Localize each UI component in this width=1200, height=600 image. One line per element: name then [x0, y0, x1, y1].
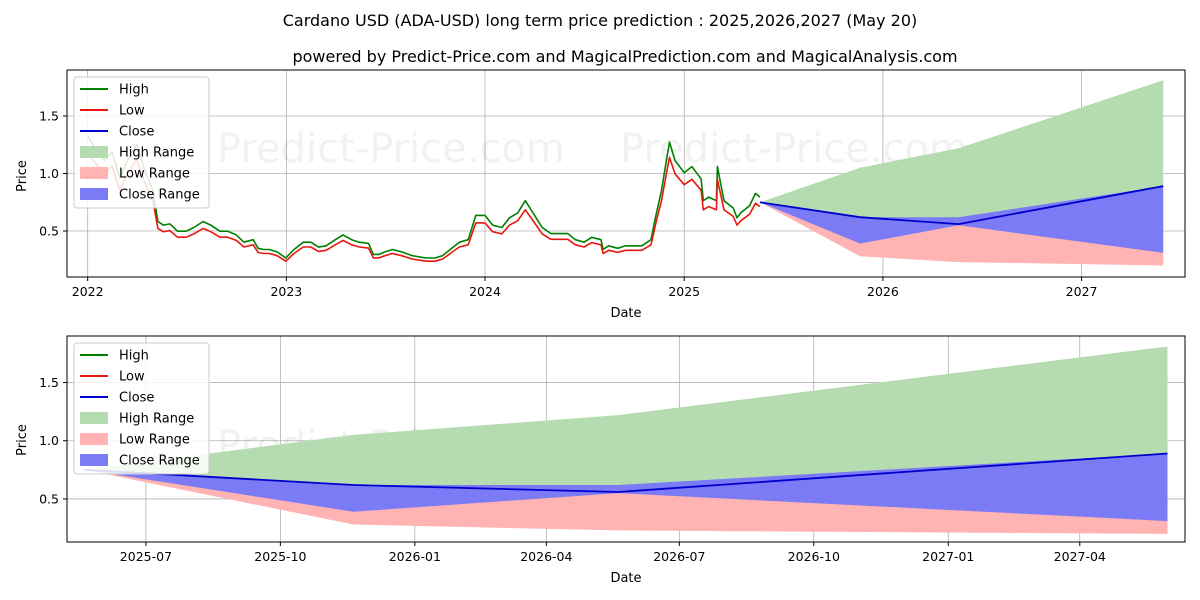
top-legend: High Low Close High Range Low Range Close Ran…: [73, 76, 210, 209]
legend-label-high: High: [119, 349, 149, 364]
legend-swatch-high-range: [80, 146, 108, 158]
x-tick-label: 2026-07: [653, 549, 705, 564]
bottom-x-axis-label: Date: [610, 571, 641, 586]
y-tick-label: 0.5: [39, 491, 59, 506]
high-range-area: [759, 80, 1164, 225]
watermark-text: Predict-Price.com: [217, 126, 565, 172]
close-range-area: [84, 453, 1168, 522]
close-forecast-line: [84, 452, 1168, 493]
bottom-axes-frame: [66, 335, 1186, 543]
legend-swatch-close-range: [80, 188, 108, 200]
legend-label-low: Low: [119, 104, 145, 119]
x-tick-label: 2025-07: [120, 549, 172, 564]
x-tick-label: 2025-10: [254, 549, 306, 564]
legend-label-high: High: [119, 83, 149, 98]
legend-label-low-range: Low Range: [119, 167, 190, 182]
legend-label-close: Close: [119, 125, 154, 140]
top-y-axis-label: Price: [15, 160, 30, 192]
bottom-legend: High Low Close High Range Low Range Close Ran…: [73, 342, 210, 475]
x-tick-label: 2025: [668, 284, 700, 299]
y-tick-label: 1.0: [39, 433, 59, 448]
legend-swatch-low-range: [80, 167, 108, 179]
top-panel: Predict-Price.com Predict-Price.com 2022 2…: [15, 69, 1186, 321]
legend-label-high-range: High Range: [119, 412, 194, 427]
x-tick-label: 2027: [1066, 284, 1098, 299]
legend-swatch-close-range: [80, 454, 108, 466]
legend-swatch-high-range: [80, 412, 108, 424]
x-tick-label: 2022: [72, 284, 104, 299]
top-x-axis-label: Date: [610, 306, 641, 321]
x-tick-label: 2024: [469, 284, 501, 299]
x-tick-label: 2026-04: [520, 549, 572, 564]
x-tick-label: 2023: [270, 284, 302, 299]
x-tick-label: 2026: [867, 284, 899, 299]
close-range-area: [759, 186, 1164, 253]
legend-label-close: Close: [119, 391, 154, 406]
y-tick-label: 1.5: [39, 109, 59, 124]
y-tick-label: 1.0: [39, 166, 59, 181]
legend-label-close-range: Close Range: [119, 188, 200, 203]
close-forecast-line: [759, 185, 1164, 226]
y-tick-label: 0.5: [39, 224, 59, 239]
x-tick-label: 2026-01: [389, 549, 441, 564]
legend-label-high-range: High Range: [119, 146, 194, 161]
chart-title: Cardano USD (ADA-USD) long term price pr…: [283, 11, 918, 30]
high-price-line: [87, 135, 761, 259]
x-tick-label: 2027-04: [1054, 549, 1106, 564]
low-price-line: [87, 151, 761, 262]
y-tick-label: 1.5: [39, 375, 59, 390]
legend-label-close-range: Close Range: [119, 454, 200, 469]
bottom-y-axis-label: Price: [15, 424, 30, 456]
x-tick-label: 2027-01: [922, 549, 974, 564]
legend-label-low: Low: [119, 370, 145, 385]
x-tick-label: 2026-10: [788, 549, 840, 564]
chart-subtitle: powered by Predict-Price.com and Magical…: [292, 47, 957, 66]
legend-label-low-range: Low Range: [119, 433, 190, 448]
high-range-area: [84, 346, 1168, 492]
legend-swatch-low-range: [80, 433, 108, 445]
